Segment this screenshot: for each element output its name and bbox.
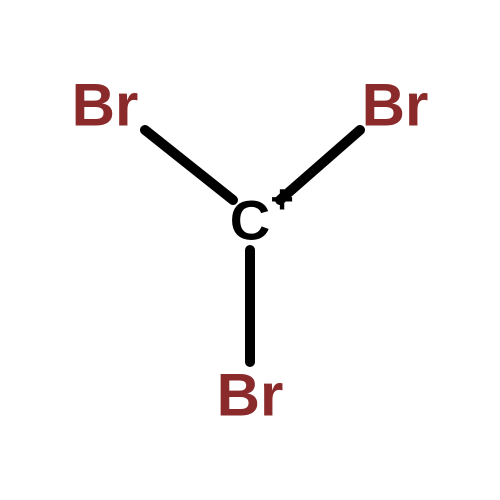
atom-c: C [230,188,270,253]
atom-br2-label: Br [362,72,429,139]
atom-br1-label: Br [72,72,139,139]
atom-br3-label: Br [217,362,284,429]
atom-c-label: C [230,189,270,252]
bond-line [145,130,233,200]
atom-br2: Br [362,71,429,140]
atom-br3: Br [217,361,284,430]
atom-br1: Br [72,71,139,140]
charge-plus: + [270,178,293,223]
charge-label: + [270,178,293,222]
